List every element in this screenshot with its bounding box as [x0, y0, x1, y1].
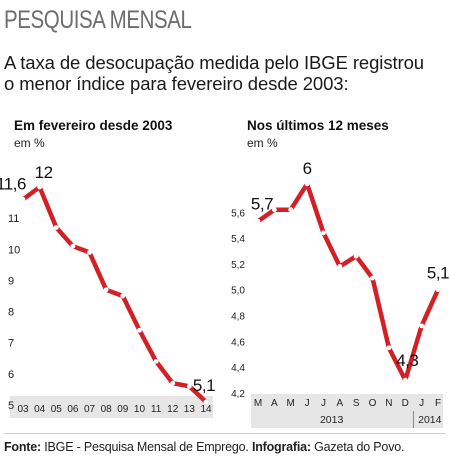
right-y-tick-4: 5,0: [231, 286, 245, 297]
right-data-label-9: 4,3: [396, 351, 418, 370]
page-subtitle: A taxa de desocupação medida pelo IBGE r…: [4, 52, 450, 94]
left-point-12-9: [170, 380, 176, 386]
right-unit: em %: [247, 136, 278, 150]
right-point-F-11: [435, 287, 441, 293]
right-x-tick-4: J: [321, 398, 326, 409]
right-point-J-10: [419, 323, 425, 329]
left-data-label-1: 12: [35, 163, 53, 182]
left-x-axis-band: [10, 396, 213, 418]
left-point-14-11: [203, 399, 209, 405]
left-y-tick-5: 10: [8, 244, 20, 256]
right-x-tick-9: D: [402, 398, 409, 409]
right-point-S-6: [353, 253, 359, 259]
left-x-tick-7: 10: [134, 404, 146, 415]
left-series-line: [20, 184, 209, 405]
right-point-J-3: [304, 181, 310, 187]
right-y-tick-7: 5,6: [231, 208, 245, 219]
credit-text: Gazeta do Povo.: [310, 440, 405, 454]
right-x-tick-11: F: [435, 398, 441, 409]
left-point-05-2: [53, 225, 59, 230]
left-point-08-5: [103, 287, 109, 293]
right-year-2013: 2013: [320, 414, 344, 426]
left-data-label-11: 5,1: [193, 376, 215, 395]
right-x-tick-0: M: [254, 398, 262, 409]
left-x-tick-0: 03: [17, 404, 29, 415]
right-data-label-0: 5,7: [251, 194, 273, 213]
chart-february-since-2003: Em fevereiro desde 2003 em % 5 6 7 8 9 10 11 03 04…: [0, 118, 216, 418]
left-point-04-1: [37, 184, 43, 190]
left-y-tick-1: 6: [8, 369, 14, 381]
right-x-tick-6: S: [353, 398, 360, 409]
right-point-M-2: [288, 207, 294, 213]
right-x-tick-2: M: [287, 398, 295, 409]
left-x-tick-4: 07: [84, 404, 96, 415]
right-y-tick-1: 4,4: [231, 363, 245, 374]
right-y-tick-5: 5,2: [231, 260, 245, 271]
right-y-tick-0: 4,2: [231, 389, 245, 400]
right-x-tick-8: N: [385, 398, 392, 409]
right-point-M-0: [255, 218, 261, 224]
left-x-tick-9: 12: [167, 404, 179, 415]
right-point-O-7: [370, 275, 375, 281]
right-y-tick-2: 4,6: [231, 337, 245, 348]
chart-last-12-months: Nos últimos 12 meses em % 4,2 4,4 4,6 4,8 5,0 5…: [231, 118, 450, 428]
left-y-tick-4: 9: [8, 275, 14, 287]
left-x-tick-1: 04: [34, 404, 46, 415]
left-point-11-8: [153, 359, 159, 364]
right-series-line: [255, 181, 441, 383]
right-x-tick-3: J: [305, 398, 310, 409]
left-y-tick-3: 8: [8, 307, 14, 319]
credit-label: Infografia:: [251, 440, 311, 454]
right-y-tick-3: 4,8: [231, 312, 245, 323]
left-x-tick-3: 06: [67, 404, 79, 415]
subtitle-line-1: A taxa de desocupação medida pelo IBGE r…: [4, 52, 424, 73]
left-y-tick-0: 5: [8, 400, 14, 412]
right-point-N-8: [386, 345, 392, 351]
left-point-07-4: [87, 250, 92, 255]
left-point-13-10: [186, 383, 192, 389]
source-note: Fonte: IBGE - Pesquisa Mensal de Emprego…: [4, 440, 404, 454]
left-x-tick-10: 13: [184, 404, 196, 415]
left-x-tick-8: 11: [151, 404, 162, 415]
right-x-tick-1: A: [271, 398, 278, 409]
left-x-tick-11: 14: [200, 404, 212, 415]
left-point-10-7: [137, 327, 142, 333]
right-x-tick-5: A: [336, 398, 343, 409]
source-label: Fonte:: [4, 440, 41, 454]
page-title: PESQUISA MENSAL: [4, 6, 192, 34]
right-point-D-9: [402, 377, 408, 383]
right-x-tick-10: J: [419, 398, 424, 409]
right-point-A-5: [337, 264, 343, 269]
left-y-tick-2: 7: [8, 338, 14, 350]
left-x-tick-6: 09: [117, 404, 129, 415]
right-point-J-4: [321, 230, 326, 236]
right-y-tick-6: 5,4: [231, 234, 245, 245]
right-title: Nos últimos 12 meses: [247, 118, 389, 133]
right-x-tick-7: O: [369, 398, 377, 409]
right-data-label-3: 6: [303, 159, 312, 178]
subtitle-line-2: o menor índice para fevereiro desde 2003…: [4, 73, 349, 94]
right-point-A-1: [271, 207, 277, 213]
right-x-axis-band: [251, 394, 443, 428]
right-data-label-11: 5,1: [427, 264, 449, 283]
source-text: IBGE - Pesquisa Mensal de Emprego.: [40, 440, 252, 454]
left-point-09-6: [120, 293, 126, 299]
bottom-divider: [4, 433, 446, 434]
left-point-03-0: [20, 197, 26, 202]
left-data-label-0: 11,6: [0, 174, 26, 193]
left-x-tick-2: 05: [51, 404, 63, 415]
left-title: Em fevereiro desde 2003: [14, 118, 173, 133]
left-x-tick-5: 08: [101, 404, 113, 415]
left-y-tick-6: 11: [8, 213, 19, 225]
left-unit: em %: [14, 136, 45, 150]
right-year-2014: 2014: [418, 414, 442, 426]
left-point-06-3: [70, 243, 76, 249]
